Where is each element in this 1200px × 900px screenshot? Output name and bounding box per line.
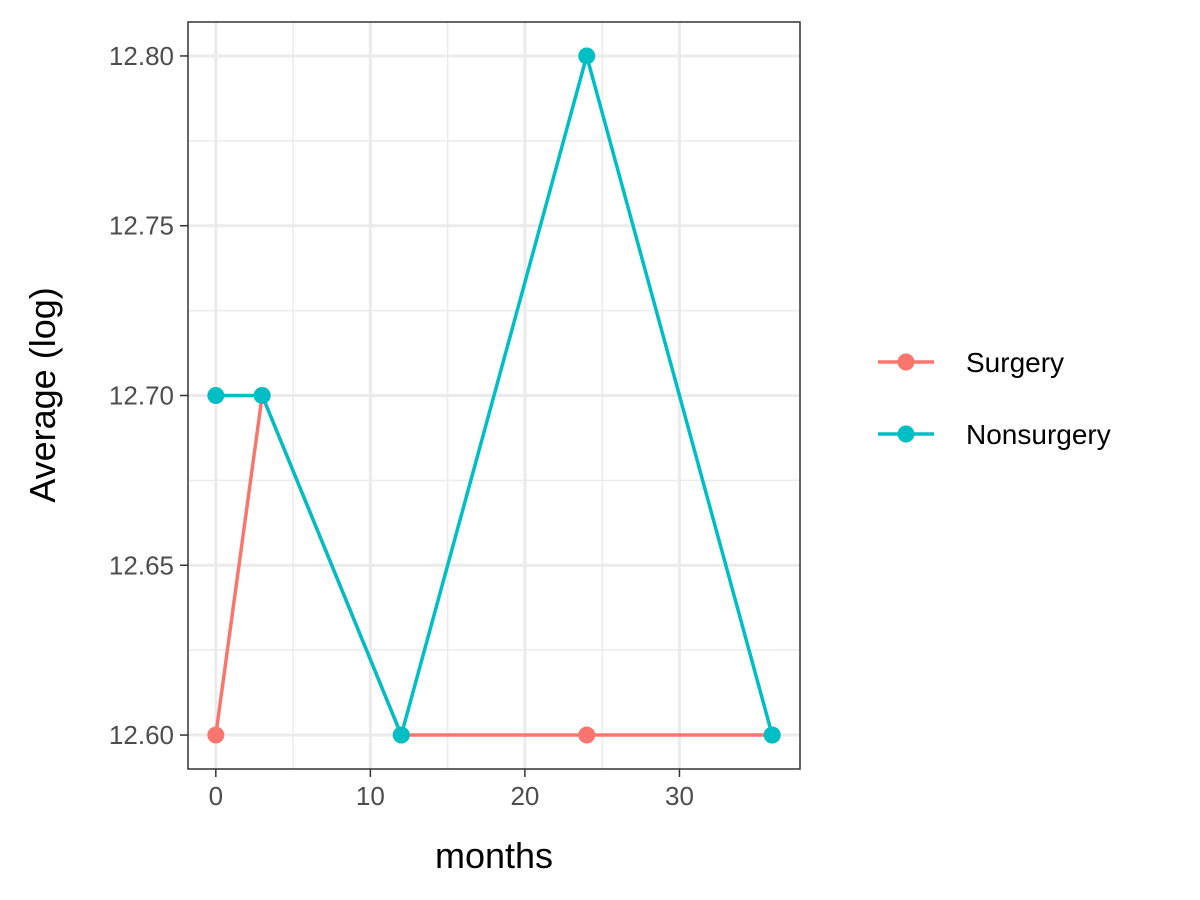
x-axis-title: months [435,835,553,876]
legend-key-point-nonsurgery [897,425,915,443]
nonsurgery-point [763,726,781,744]
y-axis: 12.60 12.65 12.70 12.75 12.80 [109,41,188,750]
y-axis-title: Average (log) [22,287,63,502]
nonsurgery-point [207,387,225,404]
nonsurgery-point [578,47,596,65]
nonsurgery-point [253,387,271,404]
series-layer [207,47,781,744]
x-tick-label: 20 [510,781,539,811]
y-tick-label: 12.75 [109,211,174,241]
x-axis: 0 10 20 30 [209,769,694,811]
legend-key-point-surgery [897,353,915,371]
legend-label-surgery: Surgery [966,347,1064,378]
surgery-point [578,726,596,744]
legend: Surgery Nonsurgery [878,347,1111,450]
legend-label-nonsurgery: Nonsurgery [966,419,1111,450]
y-tick-label: 12.65 [109,550,174,580]
x-tick-label: 10 [356,781,385,811]
surgery-point [207,726,225,744]
y-tick-label: 12.60 [109,720,174,750]
nonsurgery-point [392,726,410,744]
y-tick-label: 12.70 [109,381,174,411]
y-tick-label: 12.80 [109,41,174,71]
x-tick-label: 0 [209,781,223,811]
x-tick-label: 30 [665,781,694,811]
